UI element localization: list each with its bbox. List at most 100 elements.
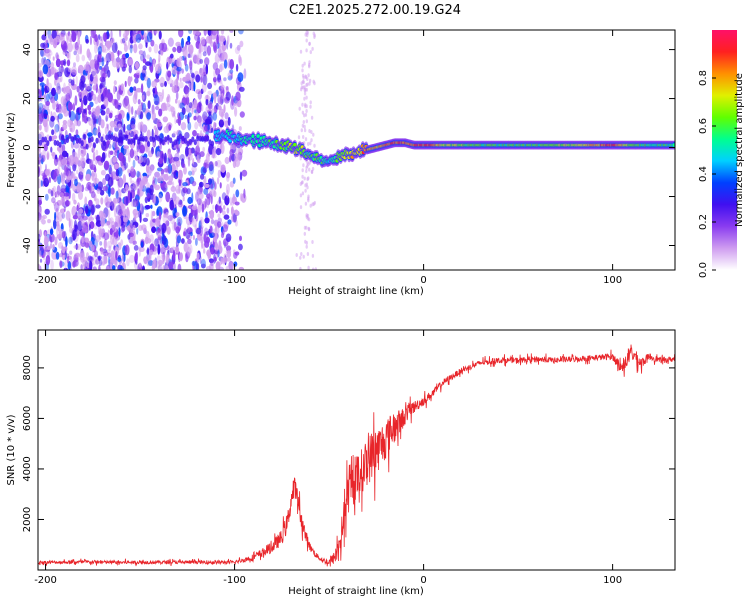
noise-blob [239, 193, 243, 202]
noise-blob [112, 156, 118, 163]
noise-blob [65, 167, 69, 177]
noise-blob [38, 63, 43, 68]
noise-blob [94, 250, 98, 258]
noise-blob [151, 111, 156, 121]
noise-blob [48, 176, 51, 184]
noise-blob [175, 163, 179, 171]
noise-blob [147, 166, 154, 173]
noise-blob [43, 177, 49, 187]
noise-blob [140, 241, 144, 248]
noise-blob [188, 170, 193, 176]
noise-blob [100, 169, 106, 176]
noise-blob [207, 30, 212, 36]
noise-blob [142, 172, 147, 177]
noise-blob [187, 223, 190, 234]
noise-blob [143, 256, 149, 264]
noise-blob [300, 87, 303, 92]
noise-blob [101, 261, 106, 266]
noise-blob [61, 144, 66, 153]
noise-blob [154, 100, 159, 105]
noise-blob [183, 231, 186, 237]
noise-blob [66, 59, 71, 67]
noise-blob [306, 177, 309, 182]
noise-blob [156, 255, 161, 262]
ridge-blob [46, 140, 50, 147]
noise-blob [132, 224, 136, 231]
noise-blob [158, 108, 163, 117]
noise-blob [200, 88, 204, 95]
noise-blob [206, 198, 210, 209]
noise-blob [147, 100, 151, 110]
noise-blob [80, 75, 86, 84]
noise-blob [109, 150, 114, 155]
noise-blob [126, 258, 130, 267]
noise-blob [108, 245, 112, 252]
noise-blob [305, 169, 308, 174]
noise-blob [116, 50, 123, 55]
noise-blob [301, 168, 304, 173]
noise-blob [122, 155, 127, 166]
y-tick-label: 4000 [22, 456, 33, 481]
noise-blob [117, 257, 122, 262]
noise-blob [67, 101, 73, 111]
noise-blob [70, 219, 73, 229]
noise-blob [179, 102, 185, 109]
noise-blob [215, 68, 221, 76]
noise-blob [153, 125, 157, 130]
noise-blob [61, 177, 65, 185]
noise-blob [42, 64, 49, 75]
noise-blob [100, 38, 104, 47]
noise-blob [234, 106, 238, 117]
noise-blob [60, 188, 66, 194]
noise-blob [239, 171, 243, 181]
noise-blob [135, 109, 141, 115]
noise-blob [100, 110, 106, 116]
noise-blob [62, 50, 68, 56]
noise-blob [302, 163, 305, 168]
noise-blob [190, 72, 195, 79]
noise-blob [55, 115, 59, 121]
noise-blob [38, 178, 42, 189]
snr-frame [37, 329, 676, 571]
noise-blob [167, 70, 172, 78]
noise-blob [200, 263, 206, 269]
noise-blob [100, 67, 106, 79]
noise-blob [62, 87, 66, 94]
noise-blob [149, 234, 154, 242]
noise-blob [236, 44, 241, 51]
ridge-blob [169, 137, 173, 144]
noise-blob [205, 64, 208, 75]
noise-blob [163, 237, 169, 248]
noise-blob [164, 81, 167, 87]
noise-blob [40, 42, 45, 48]
noise-blob [181, 187, 186, 197]
ridge-blob [144, 135, 148, 142]
noise-blob [70, 79, 75, 86]
noise-blob [38, 70, 44, 78]
noise-blob [313, 143, 316, 148]
noise-blob [134, 61, 140, 70]
noise-blob [78, 186, 83, 191]
noise-blob [101, 255, 106, 265]
noise-blob [90, 90, 94, 96]
noise-blob [107, 176, 113, 187]
noise-blob [77, 147, 81, 159]
noise-blob [118, 212, 121, 220]
noise-blob [214, 226, 220, 235]
noise-blob [142, 50, 146, 60]
noise-blob [68, 110, 72, 118]
noise-blob [200, 36, 206, 46]
noise-blob [217, 213, 221, 218]
noise-blob [301, 174, 304, 179]
noise-blob [94, 34, 98, 43]
ridge-blob [85, 143, 89, 150]
noise-blob [306, 185, 309, 190]
noise-blob [77, 38, 81, 47]
noise-blob [304, 75, 308, 80]
noise-blob [38, 199, 42, 206]
noise-blob [199, 216, 204, 227]
noise-blob [217, 169, 221, 179]
noise-blob [217, 74, 222, 83]
noise-blob [74, 95, 78, 106]
noise-blob [307, 73, 310, 78]
